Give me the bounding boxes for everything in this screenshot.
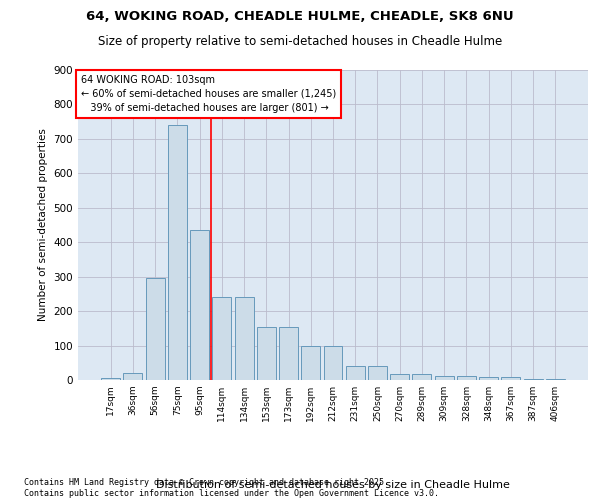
Bar (124, 373, 142, 380)
Bar (368, 366, 387, 380)
Bar (257, 326, 276, 380)
Bar (168, 125, 187, 380)
Text: Size of property relative to semi-detached houses in Cheadle Hulme: Size of property relative to semi-detach… (98, 35, 502, 48)
Text: 64, WOKING ROAD, CHEADLE HULME, CHEADLE, SK8 6NU: 64, WOKING ROAD, CHEADLE HULME, CHEADLE,… (86, 10, 514, 23)
Bar (502, 376, 520, 380)
Bar (412, 374, 431, 380)
Bar (390, 374, 409, 380)
Bar (101, 378, 120, 380)
Bar (457, 376, 476, 380)
Bar (235, 298, 254, 380)
Bar (190, 230, 209, 380)
Bar (435, 376, 454, 380)
Bar (279, 326, 298, 380)
Y-axis label: Number of semi-detached properties: Number of semi-detached properties (38, 128, 48, 322)
Bar (346, 366, 365, 380)
Bar (212, 298, 231, 380)
Bar (301, 346, 320, 380)
Bar (546, 379, 565, 380)
Bar (524, 379, 542, 380)
Text: 64 WOKING ROAD: 103sqm
← 60% of semi-detached houses are smaller (1,245)
   39% : 64 WOKING ROAD: 103sqm ← 60% of semi-det… (80, 74, 336, 112)
Text: Contains HM Land Registry data © Crown copyright and database right 2025.
Contai: Contains HM Land Registry data © Crown c… (24, 478, 439, 498)
Bar (323, 346, 343, 380)
Bar (479, 376, 498, 380)
X-axis label: Distribution of semi-detached houses by size in Cheadle Hulme: Distribution of semi-detached houses by … (156, 480, 510, 490)
Bar (146, 278, 164, 380)
